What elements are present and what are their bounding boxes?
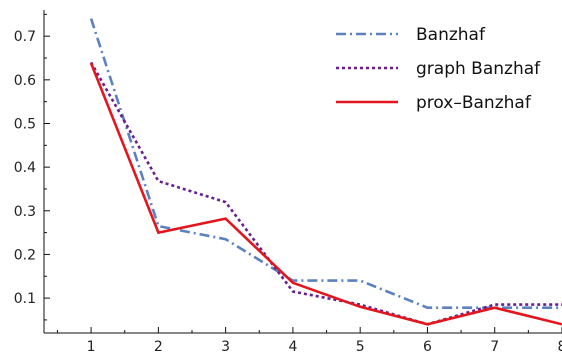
y-tick-label: 0.3 — [14, 204, 36, 220]
y-tick-label: 0.7 — [14, 29, 36, 45]
x-tick-label: 4 — [288, 339, 297, 354]
y-tick-label: 0.5 — [14, 116, 36, 132]
x-tick-label: 1 — [87, 339, 96, 354]
series-lines — [89, 18, 562, 326]
x-tick-label: 2 — [154, 339, 163, 354]
y-tick-label: 0.4 — [14, 160, 36, 176]
x-tick-label: 5 — [356, 339, 365, 354]
legend-label: graph Banzhaf — [416, 59, 541, 79]
legend: Banzhaf graph Banzhaf prox–Banzhaf — [336, 25, 541, 113]
legend-label: Banzhaf — [416, 25, 486, 45]
x-tick-label: 6 — [423, 339, 432, 354]
x-axis-ticks: 1 2 3 4 5 6 7 8 — [56, 327, 562, 354]
x-tick-label: 8 — [558, 339, 562, 354]
y-tick-label: 0.2 — [14, 247, 36, 263]
x-tick-label: 3 — [221, 339, 230, 354]
series-line-0 — [89, 18, 562, 310]
legend-label: prox–Banzhaf — [416, 93, 532, 113]
y-tick-label: 0.1 — [14, 291, 36, 307]
y-tick-label: 0.6 — [14, 73, 36, 89]
y-axis-ticks: 0.1 0.2 0.3 0.4 0.5 0.6 0.7 — [14, 13, 50, 321]
series-line-2 — [89, 62, 562, 326]
x-tick-label: 7 — [490, 339, 499, 354]
